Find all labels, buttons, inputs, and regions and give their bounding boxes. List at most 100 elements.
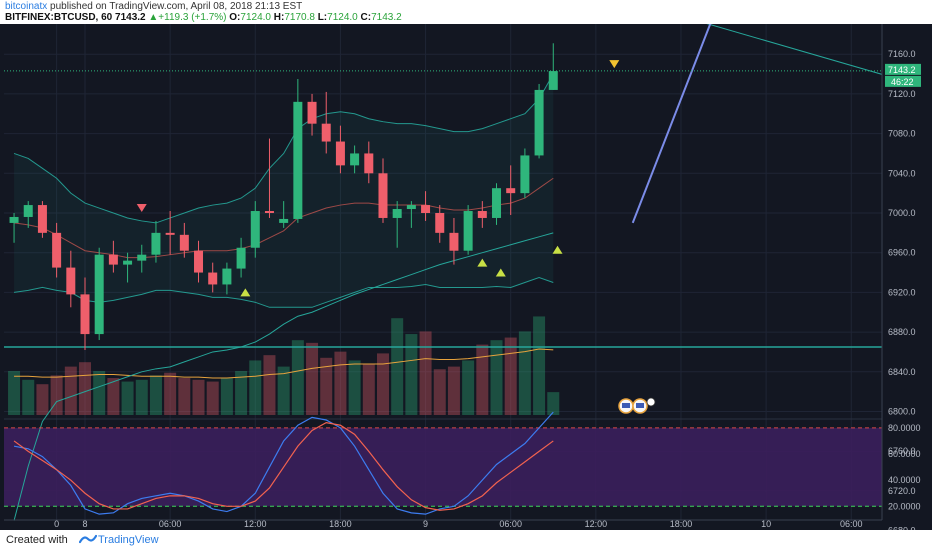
us-flag-icon [636, 403, 644, 408]
projection-line [631, 24, 712, 224]
chart-header: bitcoinatx published on TradingView.com,… [0, 0, 932, 24]
candle-body [165, 232, 175, 235]
volume-bar [306, 342, 319, 415]
candle-body [406, 205, 416, 210]
last-price-badge-label: 7143.2 [888, 65, 916, 75]
sell-signal-marker [136, 204, 147, 213]
candle-body [108, 254, 118, 265]
us-flag-icon [622, 403, 630, 408]
price-tick-label: 6880.0 [888, 327, 916, 337]
bollinger-lower [13, 276, 554, 308]
price-tick-label: 6680.0 [888, 526, 916, 530]
candle-body [548, 71, 558, 90]
candlesticks [9, 43, 558, 350]
volume-bar [433, 369, 446, 415]
volume-bar [50, 375, 63, 415]
volume-bar [419, 331, 432, 415]
time-tick-label: 18:00 [329, 519, 352, 529]
publisher-name[interactable]: bitcoinatx [5, 1, 48, 12]
tradingview-brand[interactable]: TradingView [98, 534, 159, 546]
time-tick-label: 06:00 [159, 519, 182, 529]
candle-body [492, 188, 502, 218]
candle-body [37, 205, 47, 233]
candle-body [236, 247, 246, 269]
volume-bar [263, 355, 276, 415]
time-tick-label: 06:00 [840, 519, 863, 529]
time-tick-label: 0 [54, 519, 59, 529]
candle-body [151, 232, 161, 255]
time-tick-label: 12:00 [585, 519, 608, 529]
open-label: O: [229, 12, 241, 23]
bollinger-basis [13, 177, 554, 259]
candle-body [350, 153, 360, 166]
stochastic-background [4, 418, 882, 507]
trend-line [706, 24, 916, 85]
volume-bar [476, 344, 489, 415]
candle-body [435, 213, 445, 233]
price-tick-label: 7160.0 [888, 49, 916, 59]
time-tick-label: 8 [82, 519, 87, 529]
price-tick-label: 7080.0 [888, 129, 916, 139]
candle-body [250, 211, 260, 248]
published-text: published on TradingView.com, April 08, … [50, 1, 303, 12]
time-tick-label: 9 [423, 519, 428, 529]
volume-bar [376, 353, 389, 415]
axes: 7360.07320.07280.07240.07200.07160.07120… [4, 24, 932, 530]
volume-bar [36, 384, 49, 415]
candle-body [335, 141, 345, 166]
open-value: 7124.0 [240, 12, 271, 23]
buy-signal-marker [240, 288, 251, 297]
time-tick-label: 12:00 [244, 519, 267, 529]
time-tick-label: 10 [761, 519, 771, 529]
candle-body [52, 232, 62, 268]
candle-body [293, 101, 303, 219]
high-value: 7170.8 [284, 12, 315, 23]
stochastic-tick-label: 80.0000 [888, 423, 921, 433]
volume-bar [107, 378, 120, 415]
volume-bar [64, 366, 77, 415]
volume-bar [334, 351, 347, 415]
close-value: 7143.2 [371, 12, 402, 23]
last-price-badge [885, 63, 921, 75]
volume-bar [8, 371, 21, 415]
candle-body [80, 294, 90, 335]
created-with-text: Created with [6, 534, 68, 546]
volume-bar [291, 340, 304, 415]
price-change: +119.3 (+1.7%) [158, 12, 227, 23]
event-count-badge [646, 397, 656, 407]
price-chart[interactable]: 7360.07320.07280.07240.07200.07160.07120… [0, 24, 932, 530]
volume-bar [206, 381, 219, 415]
candle-body [520, 155, 530, 194]
candle-body [463, 211, 473, 251]
low-value: 7124.0 [327, 12, 358, 23]
candle-body [123, 260, 133, 265]
candle-body [534, 89, 544, 156]
volume-bar [490, 340, 503, 415]
candle-body [94, 254, 104, 335]
volume-bar [235, 371, 248, 415]
bollinger-fill [14, 74, 554, 308]
buy-signal-marker [495, 268, 506, 277]
event-icons[interactable] [618, 397, 656, 414]
countdown-badge-label: 46:22 [891, 77, 914, 87]
stochastic-tick-label: 20.0000 [888, 501, 921, 511]
drawn-lines [4, 24, 916, 348]
price-tick-label: 7120.0 [888, 89, 916, 99]
candle-body [66, 267, 76, 295]
volume-bar [178, 378, 191, 415]
volume-bars [8, 316, 560, 415]
bollinger-bands [13, 73, 554, 521]
candle-body [378, 173, 388, 218]
buy-signal-marker [552, 245, 563, 254]
price-tick-label: 7000.0 [888, 208, 916, 218]
price-tick-label: 6960.0 [888, 248, 916, 258]
candle-body [307, 101, 317, 124]
high-label: H: [273, 12, 285, 23]
price-tick-label: 6920.0 [888, 287, 916, 297]
volume-ma-line [14, 348, 554, 379]
volume-bar [149, 375, 162, 415]
candle-body [392, 209, 402, 218]
volume-bar [504, 337, 517, 415]
volume-bar [93, 371, 106, 415]
